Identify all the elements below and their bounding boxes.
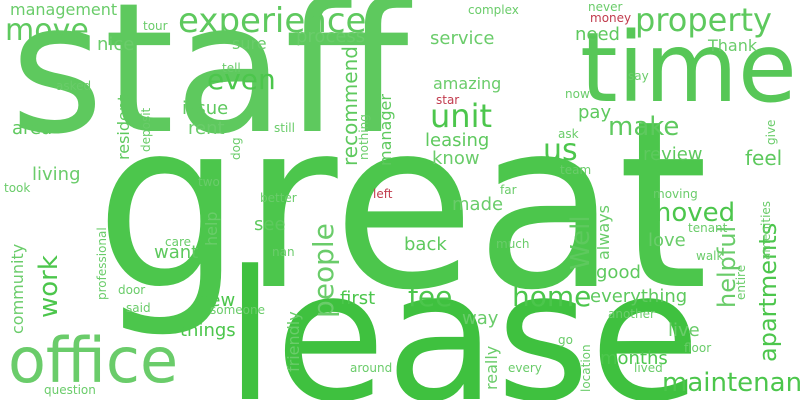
word-another: another xyxy=(608,307,655,321)
word-star: star xyxy=(436,93,460,107)
word-much: much xyxy=(496,237,530,251)
word-review: review xyxy=(643,144,703,165)
word-really: really xyxy=(482,345,501,390)
word-left: left xyxy=(373,187,393,201)
word-thank: Thank xyxy=(708,36,758,55)
word-know: know xyxy=(432,148,480,169)
word-far: far xyxy=(500,183,517,197)
word-move: move xyxy=(5,13,89,48)
word-friendly: friendly xyxy=(284,311,303,372)
word-first: first xyxy=(340,288,376,309)
word-process: process xyxy=(296,26,366,47)
word-made: made xyxy=(452,194,504,215)
word-resident: resident xyxy=(114,94,133,160)
word-moving: moving xyxy=(653,187,698,201)
word-community: community xyxy=(8,243,27,334)
word-took: took xyxy=(4,181,31,195)
word-management: management xyxy=(10,0,118,19)
word-fee: fee xyxy=(408,280,453,313)
word-unit: unit xyxy=(430,97,492,135)
word-money: money xyxy=(590,11,632,25)
word-helpful: work xyxy=(34,255,64,318)
word-ask: ask xyxy=(558,127,579,141)
word-area: area xyxy=(12,118,53,139)
word-door: door xyxy=(118,283,146,297)
word-want: want xyxy=(154,242,199,263)
word-well: Well xyxy=(566,215,596,270)
word-back: back xyxy=(404,234,447,255)
word-help: help xyxy=(202,211,221,246)
word-give: give xyxy=(764,119,778,145)
word-leasing: leasing xyxy=(425,130,490,151)
word-still: still xyxy=(274,121,295,135)
word-lived: lived xyxy=(634,361,663,375)
word-see: see xyxy=(254,214,286,235)
word-manager: manager xyxy=(376,94,395,166)
word-great: great xyxy=(95,71,709,341)
word-now: now xyxy=(565,87,590,101)
word-someone: someone xyxy=(210,303,265,317)
word-rent: rent xyxy=(188,118,225,139)
word-good: good xyxy=(596,262,641,283)
word-better: better xyxy=(260,191,297,205)
word-care: care xyxy=(165,235,192,249)
word-nice: nice xyxy=(97,34,135,55)
word-always: always xyxy=(594,205,613,260)
word-people: people xyxy=(307,223,340,318)
word-love: love xyxy=(648,230,686,251)
word-professional: professional xyxy=(95,227,109,300)
word-walk: walk xyxy=(696,249,724,263)
word-said: said xyxy=(126,301,151,315)
word-complex: complex xyxy=(468,3,519,17)
word-entire: entire xyxy=(734,264,748,300)
word-tour: tour xyxy=(143,19,168,33)
word-everything: everything xyxy=(590,286,688,307)
word-dog: dog xyxy=(229,137,243,160)
word-work: moved xyxy=(646,198,736,228)
word-pay: pay xyxy=(578,102,612,123)
word-amenities: amenities xyxy=(759,200,773,260)
word-way: way xyxy=(462,308,499,329)
word-nan: nan xyxy=(272,245,295,259)
word-question: question xyxy=(44,383,96,397)
word-things: things xyxy=(180,320,236,341)
word-say: say xyxy=(628,69,649,83)
word-office: office xyxy=(8,324,179,397)
word-property: property xyxy=(635,1,772,39)
word-lease: lease xyxy=(225,233,701,400)
word-issue: issue xyxy=(182,98,229,119)
word-even: even xyxy=(207,63,276,96)
word-months: months xyxy=(600,348,668,369)
word-nothing: nothing xyxy=(357,114,371,160)
word-time: time xyxy=(580,12,797,124)
word-need: need xyxy=(575,24,620,45)
word-floor: floor xyxy=(684,341,712,355)
word-us: us xyxy=(543,133,578,168)
word-home: home xyxy=(512,280,592,313)
word-new: new xyxy=(198,290,236,311)
word-team: team xyxy=(560,163,592,177)
word-location: location xyxy=(579,344,593,392)
word-go: go xyxy=(558,333,573,347)
word-tell: tell xyxy=(222,61,241,75)
word-make: make xyxy=(608,112,680,142)
word-living: living xyxy=(32,164,81,185)
word-live: live xyxy=(668,320,700,341)
word-experience: experience xyxy=(178,1,367,41)
word-amazing: amazing xyxy=(433,74,502,93)
word-two: two xyxy=(198,175,220,189)
word-feel: feel xyxy=(745,146,783,170)
word-around: around xyxy=(350,361,393,375)
word-never: never xyxy=(588,0,623,14)
word-deposit: deposit xyxy=(139,107,153,152)
word-moved: maintenance xyxy=(662,368,800,398)
word-tenant: tenant xyxy=(688,221,728,235)
word-service: service xyxy=(430,28,495,49)
word-every: every xyxy=(508,361,542,375)
word-asked: asked xyxy=(56,79,92,93)
word-sure: sure xyxy=(232,34,267,53)
word-staff: staff xyxy=(10,0,409,174)
